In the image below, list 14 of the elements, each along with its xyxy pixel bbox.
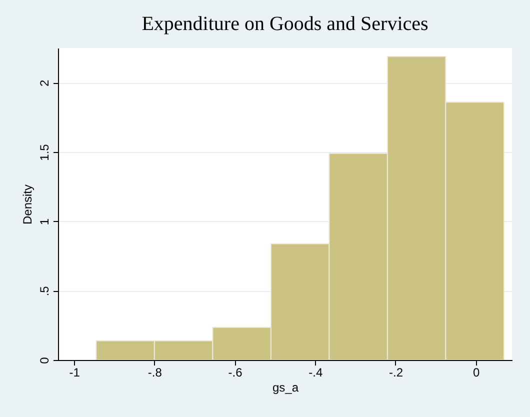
y-tick-label: .5 <box>38 286 52 296</box>
x-tick-label: -.6 <box>228 366 243 380</box>
chart-title: Expenditure on Goods and Services <box>142 13 429 35</box>
x-tick-label: -.8 <box>148 366 162 380</box>
y-tick-label: 1.5 <box>38 144 52 161</box>
x-tick-label: -.2 <box>388 366 404 380</box>
x-tick-label: -.4 <box>308 366 323 380</box>
y-axis-title: Density <box>20 184 34 225</box>
y-tick-label: 0 <box>38 356 52 364</box>
x-axis-title: gs_a <box>272 380 299 394</box>
x-tick-label: -1 <box>69 366 80 380</box>
x-tick-label: 0 <box>472 366 480 380</box>
y-tick-label: 1 <box>38 218 52 226</box>
y-tick-label: 2 <box>38 80 52 87</box>
